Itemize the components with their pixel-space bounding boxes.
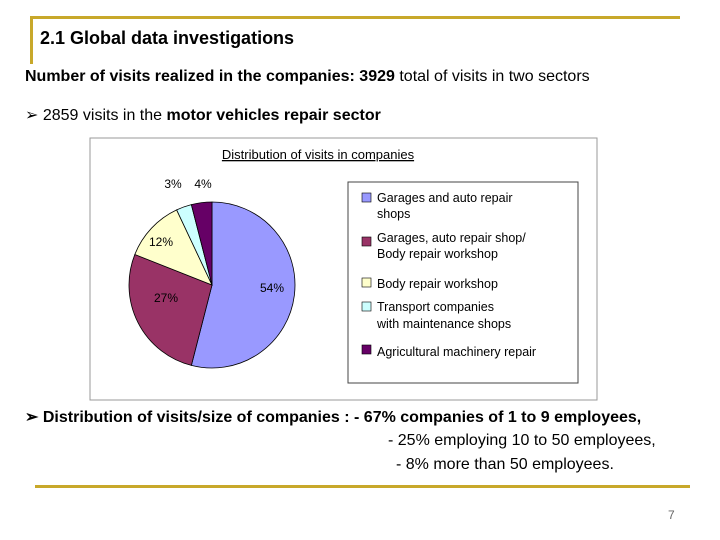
pie-slice bbox=[190, 201, 213, 286]
pie-slice bbox=[190, 201, 296, 369]
page-number: 7 bbox=[668, 508, 675, 522]
bullet: ➢ Distribution of visits/size of compani… bbox=[25, 409, 642, 426]
pie-slice bbox=[128, 253, 213, 366]
legend-label: Garages and auto repair shops bbox=[377, 191, 513, 221]
legend-swatch bbox=[361, 192, 372, 203]
legend-swatch bbox=[361, 236, 372, 247]
summary-text: total of visits in two sectors bbox=[399, 68, 590, 85]
top-rule bbox=[30, 16, 680, 19]
legend-label: Transport companies with maintenance shop… bbox=[376, 300, 511, 331]
slide-title: 2.1 Global data investigations bbox=[40, 28, 295, 48]
bottom-rule bbox=[35, 485, 690, 488]
data-label: 3% bbox=[164, 177, 182, 191]
data-label: 54% bbox=[260, 281, 284, 295]
legend-box bbox=[347, 181, 579, 384]
legend-label: Garages, auto repair shop/Body repair wo… bbox=[377, 231, 526, 261]
data-label: 4% bbox=[194, 177, 212, 191]
pie-slice bbox=[134, 209, 213, 286]
summary: Number of visits realized in the compani… bbox=[25, 68, 590, 86]
legend-swatch bbox=[361, 277, 372, 288]
bullet-text: 2859 visits in the bbox=[42, 107, 163, 124]
legend-swatch bbox=[361, 301, 372, 312]
legend-swatch bbox=[361, 344, 372, 355]
summary-bold: Number of visits realized in the compani… bbox=[25, 68, 395, 85]
data-label: 12% bbox=[149, 235, 173, 249]
legend-label: Agricultural machinery repair bbox=[377, 345, 536, 359]
bullet-line: - 25% employing 10 to 50 employees, bbox=[388, 432, 656, 449]
data-label: 27% bbox=[154, 291, 178, 305]
bullet-bold: motor vehicles repair sector bbox=[166, 107, 381, 124]
chart-title: Distribution of visits in companies bbox=[222, 147, 415, 162]
bullet: ➢ 2859 visits in the motor vehicles repa… bbox=[25, 107, 381, 124]
left-rule bbox=[30, 16, 33, 64]
legend-label: Body repair workshop bbox=[377, 277, 498, 291]
bullet-line: - 8% more than 50 employees. bbox=[396, 456, 614, 473]
bullet-text: Distribution of visits/size of companies… bbox=[42, 409, 642, 426]
